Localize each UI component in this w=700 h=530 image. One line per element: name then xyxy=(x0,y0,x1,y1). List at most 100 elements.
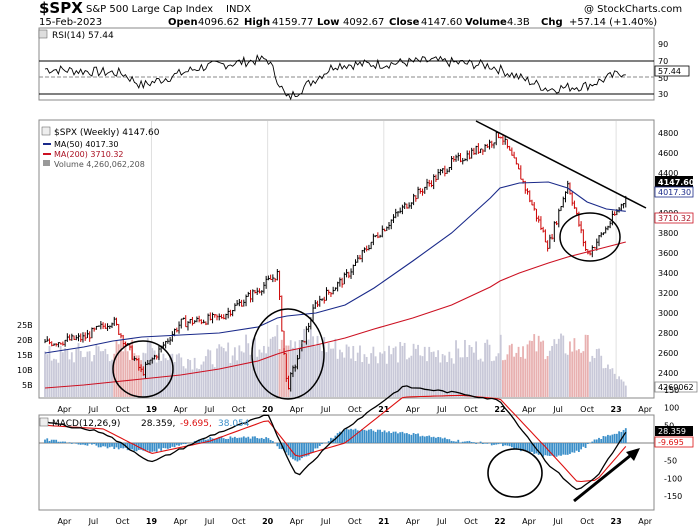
rsi-value-tag xyxy=(654,65,690,77)
macd-hist-bar xyxy=(620,431,623,443)
price-tick-label: 3400 xyxy=(658,269,678,278)
volume-bar xyxy=(93,354,96,397)
volume-bar xyxy=(155,362,158,397)
volume-bar xyxy=(443,355,446,397)
macd-hist-bar xyxy=(613,433,616,443)
macd-tag xyxy=(655,426,693,436)
volume-bar xyxy=(580,352,583,397)
macd-settings-icon[interactable] xyxy=(39,417,49,427)
x-axis-label: Jul xyxy=(88,405,99,414)
volume-bar xyxy=(368,363,370,397)
volume-bar xyxy=(314,346,317,397)
volume-bar xyxy=(267,346,270,397)
volume-bar xyxy=(374,356,377,397)
x-axis-label: Apr xyxy=(174,517,189,526)
macd-hist-bar xyxy=(394,431,397,443)
volume-bar xyxy=(189,360,192,397)
macd-hist-bar xyxy=(479,441,482,443)
macd-hist-bar xyxy=(522,443,524,450)
macd-hist-bar xyxy=(292,443,294,460)
volume-bar xyxy=(470,346,473,397)
price-tick-label: 3000 xyxy=(658,309,678,318)
volume-bar xyxy=(184,368,187,397)
macd-hist-bar xyxy=(271,441,274,443)
rsi-tick-90: 90 xyxy=(658,40,668,49)
price-settings-icon[interactable] xyxy=(41,126,51,136)
volume-bar xyxy=(524,358,527,397)
macd-hist-bar xyxy=(470,441,473,443)
macd-hist-bar xyxy=(524,443,527,451)
volume-bar xyxy=(421,356,424,397)
macd-hist-bar xyxy=(365,430,368,443)
exchange-label: INDX xyxy=(226,4,251,15)
macd-hist-bar xyxy=(330,437,332,443)
macd-hist-bar xyxy=(421,435,424,443)
macd-hist-bar xyxy=(321,443,323,445)
macd-tick-label: -100 xyxy=(664,474,682,483)
macd-hist-bar xyxy=(131,443,134,450)
volume-bar xyxy=(211,364,214,397)
macd-hist-bar xyxy=(263,438,265,443)
macd-hist-bar xyxy=(566,443,569,455)
macd-hist-bar xyxy=(401,431,404,443)
volume-bar xyxy=(133,353,136,397)
volume-bar xyxy=(254,337,256,397)
volume-bar xyxy=(620,379,623,397)
volume-bar xyxy=(441,354,444,397)
volume-bar xyxy=(182,366,185,397)
volume-bar xyxy=(519,357,522,397)
macd-hist-bar xyxy=(137,443,140,450)
macd-hist-bar xyxy=(61,441,64,443)
chg-value: +57.14 (+1.40%) xyxy=(569,17,657,28)
macd-hist-bar xyxy=(162,443,165,449)
macd-tick-label: 100 xyxy=(664,404,679,413)
macd-hist-bar xyxy=(160,443,163,451)
macd-legend-hist: 38.054 xyxy=(218,419,250,429)
macd-hist-bar xyxy=(204,439,207,443)
price-tick-label: 4800 xyxy=(658,129,678,138)
volume-bar xyxy=(120,339,122,397)
macd-hist-bar xyxy=(106,443,109,449)
macd-hist-bar xyxy=(412,433,415,443)
macd-hist-bar xyxy=(153,443,156,452)
x-axis-label: Jul xyxy=(204,517,215,526)
volume-bar xyxy=(486,339,489,397)
volume-bar xyxy=(560,333,562,397)
macd-hist-bar xyxy=(55,439,58,443)
volume-bar xyxy=(464,339,466,397)
volume-bar xyxy=(50,360,53,397)
volume-bar xyxy=(497,353,500,397)
macd-legend-signal: -9.695, xyxy=(180,419,212,429)
volume-bar xyxy=(323,337,326,397)
volume-bar xyxy=(207,349,209,397)
macd-hist-bar xyxy=(475,443,478,444)
x-axis-label: Apr xyxy=(174,405,189,414)
macd-hist-bar xyxy=(220,436,223,443)
volume-bar xyxy=(46,354,49,397)
macd-hist-bar xyxy=(531,443,533,452)
macd-hist-bar xyxy=(198,439,201,443)
volume-bar xyxy=(128,359,131,397)
close-tag-text: 4147.60 xyxy=(658,178,695,187)
volume-bar xyxy=(356,352,359,397)
macd-hist-bar xyxy=(374,431,377,443)
volume-bar xyxy=(79,350,82,397)
x-axis-label: Oct xyxy=(464,405,478,414)
macd-hist-bar xyxy=(233,436,236,443)
volume-bar xyxy=(204,356,207,397)
volume-bar xyxy=(149,342,151,397)
macd-hist-bar xyxy=(423,436,426,443)
macd-hist-bar xyxy=(455,441,457,443)
volume-bar xyxy=(137,355,140,397)
volume-bar xyxy=(589,361,591,397)
volume-bar xyxy=(200,364,203,397)
x-axis-label: Jul xyxy=(552,517,563,526)
macd-hist-bar xyxy=(397,433,399,443)
volume-tick-5b: 5B xyxy=(22,381,33,390)
macd-hist-bar xyxy=(484,443,486,444)
rsi-settings-icon[interactable] xyxy=(38,29,48,39)
volume-bar xyxy=(403,342,406,397)
volume-bar xyxy=(218,344,221,397)
macd-hist-bar xyxy=(624,428,627,443)
volume-bar xyxy=(316,335,319,397)
